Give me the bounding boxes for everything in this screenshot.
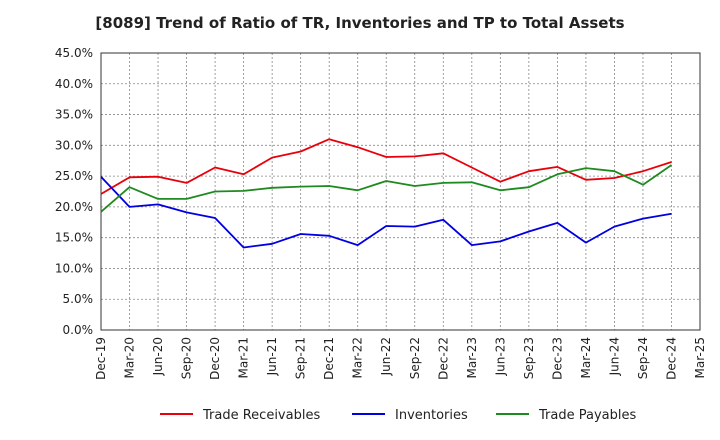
x-tick-label: Sep-22	[408, 337, 422, 379]
y-tick-label: 10.0%	[55, 261, 93, 275]
x-tick-label: Mar-22	[351, 337, 365, 378]
y-tick-label: 45.0%	[55, 46, 93, 60]
x-tick-label: Jun-24	[607, 337, 621, 376]
x-tick-label: Sep-24	[636, 337, 650, 379]
y-tick-label: 35.0%	[55, 108, 93, 122]
x-tick-label: Sep-23	[522, 337, 536, 379]
y-tick-label: 15.0%	[55, 231, 93, 245]
x-tick-label: Dec-20	[208, 337, 222, 380]
y-tick-label: 0.0%	[63, 323, 94, 337]
series-line-trade-payables	[100, 164, 673, 213]
y-tick-label: 40.0%	[55, 77, 93, 91]
series-line-inventories	[100, 176, 672, 249]
x-tick-label: Dec-22	[436, 337, 450, 380]
x-tick-label: Dec-21	[322, 337, 336, 380]
legend-label: Trade Payables	[538, 408, 636, 423]
x-tick-label: Jun-20	[151, 337, 165, 376]
series-lines	[100, 138, 673, 249]
grid-lines	[101, 53, 700, 330]
x-tick-label: Dec-23	[550, 337, 564, 380]
x-tick-label: Jun-22	[379, 337, 393, 376]
legend-label: Trade Receivables	[202, 408, 320, 423]
x-tick-label: Dec-19	[94, 337, 108, 380]
legend-label: Inventories	[395, 408, 468, 423]
x-tick-label: Jun-21	[265, 337, 279, 376]
x-axis-ticks: Dec-19 Mar-20 Jun-20 Sep-20 Dec-20 Mar-21 Jun-…	[94, 337, 707, 380]
x-tick-label: Jun-23	[493, 337, 507, 376]
series-line-trade-receivables	[100, 138, 672, 195]
y-axis-ticks: 0.0% 5.0% 10.0% 15.0% 20.0% 25.0% 30.0% 35.0% 40…	[55, 46, 93, 337]
y-tick-label: 5.0%	[63, 292, 94, 306]
legend: Trade Receivables Inventories Trade Payabl…	[160, 408, 636, 423]
y-tick-label: 20.0%	[55, 200, 93, 214]
x-tick-label: Mar-23	[465, 337, 479, 378]
y-tick-label: 30.0%	[55, 138, 93, 152]
x-tick-label: Mar-21	[237, 337, 251, 378]
chart-title: [8089] Trend of Ratio of TR, Inventories…	[95, 14, 625, 32]
x-tick-label: Mar-20	[123, 337, 137, 378]
x-tick-label: Sep-21	[294, 337, 308, 379]
x-tick-label: Dec-24	[664, 337, 678, 380]
x-tick-label: Sep-20	[180, 337, 194, 379]
y-tick-label: 25.0%	[55, 169, 93, 183]
plot-area	[100, 52, 701, 331]
x-tick-label: Mar-25	[693, 337, 707, 378]
x-tick-label: Mar-24	[579, 337, 593, 378]
